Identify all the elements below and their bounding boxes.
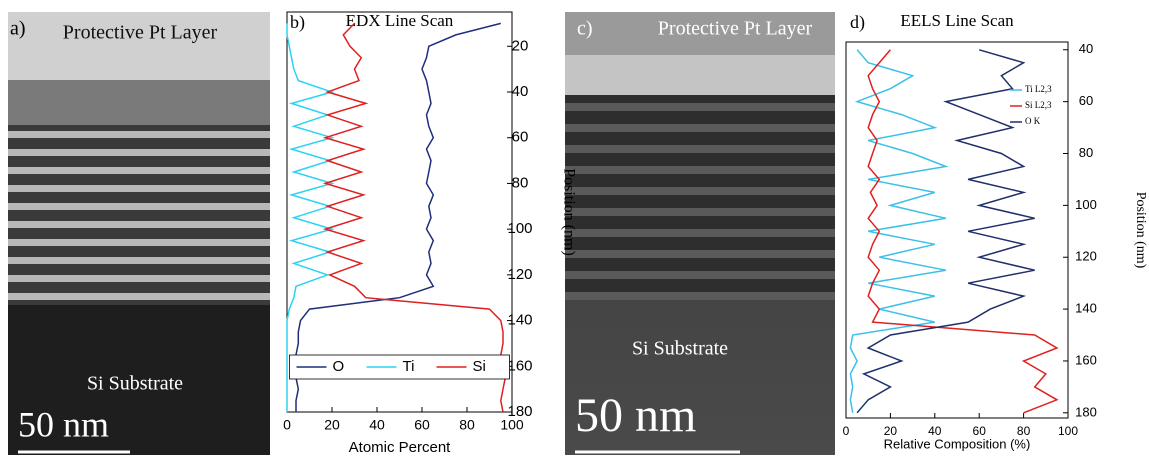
y-tick-label: 100 <box>507 220 532 237</box>
x-tick-label: 60 <box>973 424 987 438</box>
layer-label: Si Substrate <box>87 373 183 395</box>
x-tick-label: 0 <box>283 417 291 433</box>
x-tick-label: 0 <box>843 424 850 438</box>
y-tick-label: 40 <box>1079 41 1093 56</box>
y-tick-label: 20 <box>512 37 529 54</box>
panel-label: d) <box>850 12 865 33</box>
y-tick-label: 40 <box>512 83 529 100</box>
plot-frame <box>845 41 1069 419</box>
x-tick-label: 100 <box>500 417 524 433</box>
series-line <box>322 22 507 413</box>
layer-label: Protective Pt Layer <box>63 22 218 44</box>
scale-bar-label: 50 nm <box>18 404 109 444</box>
panel-label: a) <box>10 18 26 40</box>
x-tick-label: 80 <box>1017 424 1031 438</box>
plot-frame <box>286 11 513 413</box>
y-axis-label: Position (nm) <box>1133 192 1148 269</box>
panel-label: c) <box>577 18 593 40</box>
x-tick-label: 20 <box>324 417 340 433</box>
y-tick-label: 60 <box>512 129 529 146</box>
legend-label: Ti L2,3 <box>1025 84 1052 94</box>
y-axis-label: Position (nm) <box>560 168 577 256</box>
legend-label: Ti <box>403 358 415 375</box>
x-axis-label: Atomic Percent <box>349 439 452 456</box>
series-line <box>849 49 949 413</box>
y-tick-label: 180 <box>507 403 532 420</box>
legend-label: Si L2,3 <box>1025 100 1052 110</box>
micrograph-a <box>8 12 270 455</box>
chart-title: EDX Line Scan <box>346 11 454 30</box>
x-tick-label: 80 <box>459 417 475 433</box>
y-tick-label: 100 <box>1075 197 1097 212</box>
y-tick-label: 80 <box>512 174 529 191</box>
scale-bar-label: 50 nm <box>575 389 696 442</box>
x-tick-label: 100 <box>1058 424 1078 438</box>
y-tick-label: 120 <box>1075 249 1097 264</box>
chart-title: EELS Line Scan <box>900 11 1014 30</box>
x-axis-label: Relative Composition (%) <box>884 436 1031 451</box>
x-tick-label: 40 <box>369 417 385 433</box>
y-tick-label: 120 <box>507 266 532 283</box>
legend-label: O <box>333 358 345 375</box>
y-tick-label: 80 <box>1079 145 1093 160</box>
x-tick-label: 20 <box>884 424 898 438</box>
x-tick-label: 60 <box>414 417 430 433</box>
layer-label: Protective Pt Layer <box>658 18 813 40</box>
series-line <box>286 23 335 412</box>
micrograph-c <box>565 12 835 455</box>
y-tick-label: 180 <box>1075 404 1097 419</box>
y-tick-label: 60 <box>1079 93 1093 108</box>
layer-label: Si Substrate <box>632 338 728 360</box>
y-tick-label: 160 <box>507 357 532 374</box>
y-tick-label: 140 <box>1075 301 1097 316</box>
series-line <box>856 49 1035 414</box>
y-tick-label: 140 <box>507 312 532 329</box>
y-tick-label: 160 <box>1075 352 1097 367</box>
legend-label: O K <box>1025 116 1041 126</box>
x-tick-label: 40 <box>928 424 942 438</box>
series-line <box>295 22 501 412</box>
legend-label: Si <box>473 358 486 375</box>
panel-label: b) <box>290 12 305 33</box>
series-line <box>867 49 1059 414</box>
